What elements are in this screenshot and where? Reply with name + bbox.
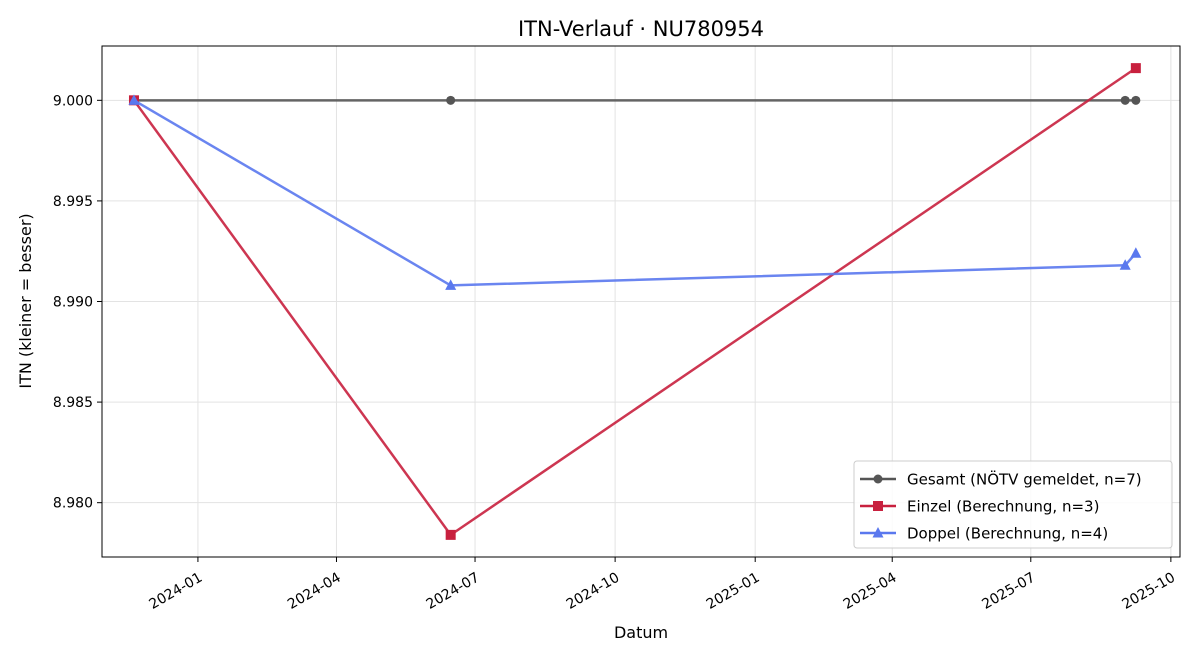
legend-marker [873,501,883,511]
x-tick-label: 2025-10 [1119,570,1178,613]
chart-title: ITN-Verlauf · NU780954 [518,17,764,41]
x-tick-label: 2024-01 [147,570,206,613]
series-1 [129,95,1141,105]
series-layer [128,63,1142,540]
legend-item: Doppel (Berechnung, n=4) [860,525,1108,543]
data-point [1130,247,1142,258]
legend-item: Gesamt (NÖTV gemeldet, n=7) [860,470,1142,489]
x-tick-label: 2025-07 [979,570,1038,613]
data-point [1130,63,1141,74]
x-axis-label: Datum [614,623,668,642]
series-3 [128,94,1142,290]
data-point [445,529,456,540]
legend-item: Einzel (Berechnung, n=3) [860,498,1099,516]
data-point [1131,95,1141,105]
data-point [1119,259,1131,270]
x-tick-label: 2024-10 [564,570,623,613]
x-tick-label: 2024-07 [424,570,483,613]
legend-label: Gesamt (NÖTV gemeldet, n=7) [907,470,1142,489]
x-tick-label: 2025-04 [841,570,900,613]
y-tick-label: 8.995 [53,194,93,210]
data-point [445,279,457,290]
data-point [1120,95,1130,105]
y-tick-label: 8.990 [53,295,93,311]
y-axis-label: ITN (kleiner = besser) [16,213,35,388]
series-line [133,99,1137,287]
legend-label: Doppel (Berechnung, n=4) [907,525,1108,543]
y-tick-label: 8.980 [53,496,93,512]
y-tick-label: 9.000 [53,93,93,109]
data-point [446,95,456,105]
x-tick-label: 2025-01 [704,570,763,613]
data-point [128,94,140,105]
x-tick-label: 2024-04 [285,570,344,613]
legend: Gesamt (NÖTV gemeldet, n=7) Einzel (Berec… [853,460,1173,549]
legend-marker [873,474,883,484]
legend-label: Einzel (Berechnung, n=3) [907,498,1099,516]
y-tick-label: 8.985 [53,395,93,411]
legend-box [853,460,1173,549]
legend-marker [872,527,884,538]
